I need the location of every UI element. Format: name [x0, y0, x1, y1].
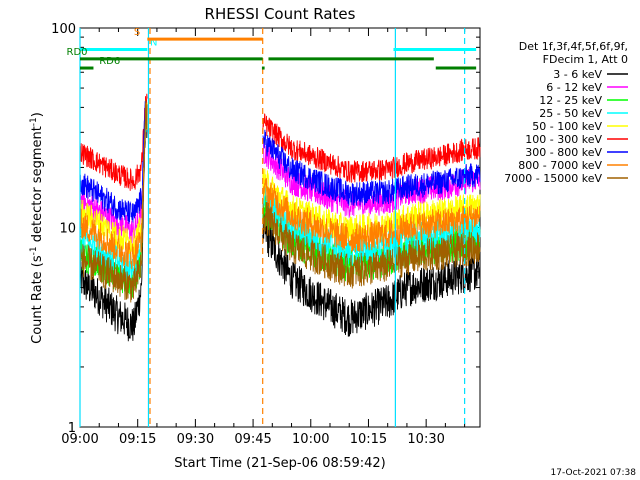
- x-tick-label: 09:00: [61, 432, 98, 447]
- legend-entry-label: 3 - 6 keV: [553, 68, 602, 81]
- legend: Det 1f,3f,4f,5f,6f,9f,FDecim 1, Att 0 3 -…: [504, 40, 628, 185]
- legend-entry-label: 25 - 50 keV: [539, 107, 602, 120]
- vertical-markers: [79, 28, 466, 427]
- legend-entry-label: 100 - 300 keV: [525, 133, 602, 146]
- y-axis-label-sup2: -1: [29, 117, 39, 126]
- legend-detector-info: FDecim 1, Att 0: [543, 53, 628, 66]
- chart-title: RHESSI Count Rates: [205, 5, 356, 23]
- legend-entry-label: 7000 - 15000 keV: [504, 172, 602, 185]
- series-line: [79, 102, 481, 270]
- x-tick-label: 09:30: [177, 432, 214, 447]
- series-line: [79, 99, 481, 303]
- legend-entry-label: 50 - 100 keV: [532, 120, 602, 133]
- flag-bars: NS RD0 RD6: [67, 27, 477, 70]
- series-line: [79, 93, 481, 191]
- series-lines: [79, 93, 481, 342]
- x-tick-label: 09:15: [119, 432, 156, 447]
- x-axis-label: Start Time (21-Sep-06 08:59:42): [174, 456, 385, 471]
- y-tick-label: 10: [59, 222, 76, 237]
- x-tick-label: 10:00: [292, 432, 329, 447]
- timestamp-label: 17-Oct-2021 07:38: [551, 468, 637, 478]
- legend-entry-label: 800 - 7000 keV: [518, 159, 602, 172]
- y-axis-label-mid: detector segment: [30, 126, 45, 246]
- y-axis-label-group: Count Rate (s-1 detector segment-1): [29, 112, 45, 344]
- legend-entry-label: 300 - 800 keV: [525, 146, 602, 159]
- legend-detector-info: Det 1f,3f,4f,5f,6f,9f,: [519, 40, 628, 53]
- flag-bar-label: RD0: [67, 47, 88, 58]
- flag-bar-label: N: [150, 38, 157, 49]
- y-axis-label-sup1: -1: [29, 246, 39, 255]
- flag-bar-label: RD6: [99, 56, 120, 67]
- y-axis-label: Count Rate (s-1 detector segment-1): [29, 112, 45, 344]
- legend-entry-label: 12 - 25 keV: [539, 94, 602, 107]
- legend-entry-label: 6 - 12 keV: [546, 81, 602, 94]
- y-tick-label: 1: [68, 421, 76, 436]
- series-line: [79, 101, 481, 224]
- y-axis-label-end: ): [30, 112, 45, 117]
- y-axis-label-main: Count Rate (s: [30, 255, 45, 344]
- y-tick-label: 100: [51, 22, 76, 37]
- x-tick-label: 10:15: [350, 432, 387, 447]
- x-tick-label: 10:30: [407, 432, 444, 447]
- x-tick-label: 09:45: [234, 432, 271, 447]
- flag-bar-label: S: [134, 27, 140, 38]
